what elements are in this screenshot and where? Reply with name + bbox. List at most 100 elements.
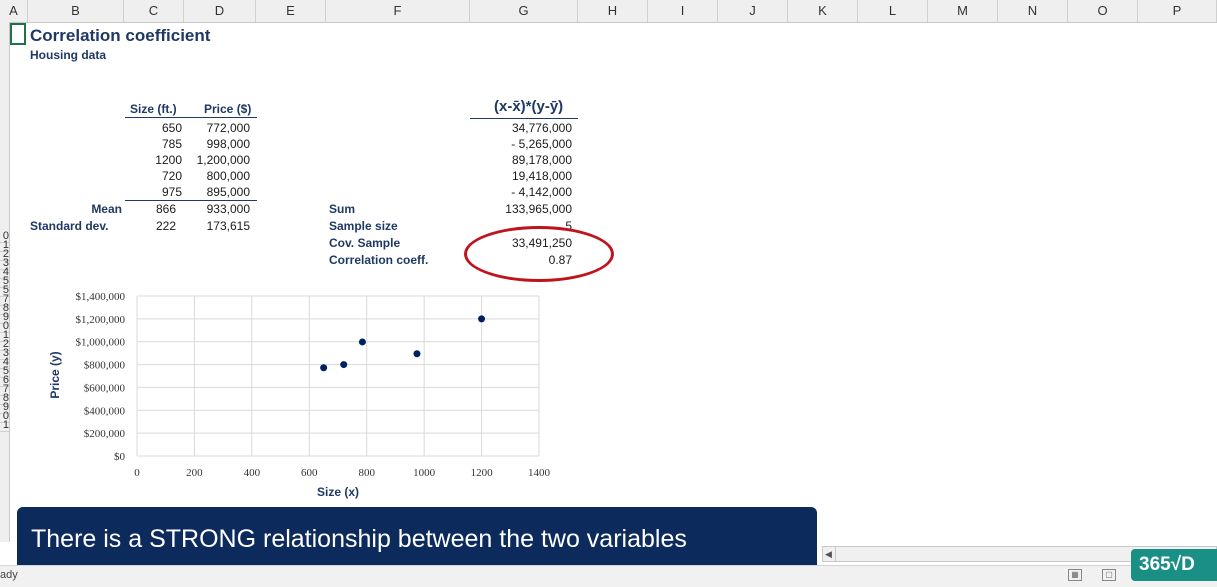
column-header-p[interactable]: P bbox=[1138, 0, 1217, 22]
row-header[interactable]: 3 bbox=[0, 258, 9, 270]
product-cell[interactable]: 89,178,000 bbox=[511, 153, 572, 167]
size-cell[interactable]: 785 bbox=[161, 137, 182, 151]
column-header-h[interactable]: H bbox=[578, 0, 648, 22]
row-header[interactable]: 3 bbox=[0, 348, 9, 360]
column-header-g[interactable]: G bbox=[470, 0, 578, 22]
row-headers: 0 1 2 3 4 5 5 7 8 9 0 1 2 3 4 5 6 7 8 9 … bbox=[0, 22, 10, 542]
normal-view-icon[interactable]: ▦ bbox=[1068, 569, 1082, 581]
x-tick-label: 1000 bbox=[413, 467, 436, 479]
y-tick-label: $1,000,000 bbox=[76, 337, 126, 349]
size-cell[interactable]: 650 bbox=[161, 121, 182, 135]
price-cell[interactable]: 1,200,000 bbox=[196, 153, 250, 167]
column-header-k[interactable]: K bbox=[788, 0, 858, 22]
x-axis-ticks: 0 200 400 600 800 1000 1200 1400 bbox=[134, 467, 550, 479]
stdev-label: Standard dev. bbox=[30, 219, 109, 233]
row-header[interactable]: 8 bbox=[0, 393, 9, 405]
column-header-l[interactable]: L bbox=[858, 0, 928, 22]
scatter-chart[interactable]: $0 $200,000 $400,000 $600,000 $800,000 $1,000… bbox=[30, 285, 570, 505]
stdev-price[interactable]: 173,615 bbox=[206, 219, 250, 233]
row-header[interactable]: 4 bbox=[0, 357, 9, 369]
row-header[interactable]: 0 bbox=[0, 321, 9, 333]
data-point[interactable] bbox=[358, 338, 366, 346]
sheet-subtitle: Housing data bbox=[30, 48, 107, 62]
row-header[interactable]: 0 bbox=[0, 411, 9, 423]
y-tick-label: $0 bbox=[114, 451, 126, 463]
column-header-c[interactable]: C bbox=[124, 0, 184, 22]
price-cell[interactable]: 998,000 bbox=[206, 137, 250, 151]
product-cell[interactable]: 34,776,000 bbox=[511, 121, 572, 135]
size-cell[interactable]: 1200 bbox=[155, 153, 182, 167]
price-cell[interactable]: 772,000 bbox=[206, 121, 250, 135]
scroll-left-icon[interactable]: ◀ bbox=[822, 546, 836, 562]
y-tick-label: $800,000 bbox=[84, 360, 126, 372]
row-header[interactable]: 4 bbox=[0, 267, 9, 279]
row-header[interactable]: 7 bbox=[0, 294, 9, 306]
row-header[interactable]: 5 bbox=[0, 285, 9, 297]
row-header[interactable]: 6 bbox=[0, 375, 9, 387]
row-header[interactable]: 8 bbox=[0, 303, 9, 315]
cov-sample-label: Cov. Sample bbox=[329, 236, 401, 250]
y-tick-label: $1,400,000 bbox=[76, 291, 126, 303]
page-layout-icon[interactable]: ▢ bbox=[1102, 569, 1116, 581]
column-header-o[interactable]: O bbox=[1068, 0, 1138, 22]
price-cell[interactable]: 895,000 bbox=[206, 185, 250, 199]
column-header-a[interactable]: A bbox=[0, 0, 28, 22]
selected-cell[interactable] bbox=[10, 23, 26, 45]
product-cell[interactable]: - 4,142,000 bbox=[511, 185, 572, 199]
row-header[interactable]: 1 bbox=[0, 240, 9, 252]
mean-size[interactable]: 866 bbox=[155, 202, 176, 216]
column-header-n[interactable]: N bbox=[998, 0, 1068, 22]
stdev-size[interactable]: 222 bbox=[155, 219, 176, 233]
row-header[interactable]: 9 bbox=[0, 402, 9, 414]
column-header-b[interactable]: B bbox=[28, 0, 124, 22]
size-cell[interactable]: 720 bbox=[161, 169, 182, 183]
row-header[interactable]: 9 bbox=[0, 312, 9, 324]
sample-size-label: Sample size bbox=[329, 219, 398, 233]
mean-price[interactable]: 933,000 bbox=[206, 202, 250, 216]
data-point[interactable] bbox=[320, 364, 328, 372]
product-header-underline bbox=[470, 118, 578, 119]
data-point[interactable] bbox=[340, 361, 348, 369]
sheet-title: Correlation coefficient bbox=[30, 26, 211, 45]
x-tick-label: 600 bbox=[301, 467, 318, 479]
row-header[interactable]: 7 bbox=[0, 384, 9, 396]
x-tick-label: 1200 bbox=[471, 467, 494, 479]
x-axis-label: Size (x) bbox=[317, 485, 359, 499]
correlation-label: Correlation coeff. bbox=[329, 253, 429, 267]
row-header[interactable]: 2 bbox=[0, 339, 9, 351]
highlight-circle bbox=[464, 226, 614, 282]
row-header[interactable]: 5 bbox=[0, 276, 9, 288]
header-underline bbox=[125, 117, 257, 118]
data-point[interactable] bbox=[478, 315, 486, 323]
price-cell[interactable]: 800,000 bbox=[206, 169, 250, 183]
column-header-i[interactable]: I bbox=[648, 0, 718, 22]
status-text: ady bbox=[0, 569, 18, 581]
column-header-d[interactable]: D bbox=[184, 0, 256, 22]
sample-size-value[interactable]: 5 bbox=[565, 219, 572, 233]
product-cell[interactable]: - 5,265,000 bbox=[511, 137, 572, 151]
x-tick-label: 400 bbox=[244, 467, 261, 479]
x-tick-label: 0 bbox=[134, 467, 140, 479]
data-underline bbox=[125, 200, 257, 201]
row-header[interactable]: 2 bbox=[0, 249, 9, 261]
sum-label: Sum bbox=[329, 202, 356, 216]
size-cell[interactable]: 975 bbox=[161, 185, 182, 199]
product-header: (x-x̄)*(y-ȳ) bbox=[494, 98, 564, 115]
column-header-e[interactable]: E bbox=[256, 0, 326, 22]
row-header[interactable]: 1 bbox=[0, 420, 9, 432]
chart-grid bbox=[136, 295, 540, 457]
y-axis-label: Price (y) bbox=[48, 351, 62, 398]
row-header[interactable]: 5 bbox=[0, 366, 9, 378]
caption-banner: There is a STRONG relationship between t… bbox=[17, 507, 817, 572]
column-header-j[interactable]: J bbox=[718, 0, 788, 22]
data-point[interactable] bbox=[413, 350, 421, 358]
sum-value[interactable]: 133,965,000 bbox=[505, 202, 572, 216]
brand-logo: 365√D bbox=[1131, 549, 1217, 581]
row-header[interactable]: 0 bbox=[0, 231, 9, 243]
column-header-f[interactable]: F bbox=[326, 0, 470, 22]
y-tick-label: $400,000 bbox=[84, 405, 126, 417]
product-cell[interactable]: 19,418,000 bbox=[511, 169, 572, 183]
x-tick-label: 800 bbox=[358, 467, 375, 479]
column-header-m[interactable]: M bbox=[928, 0, 998, 22]
row-header[interactable]: 1 bbox=[0, 330, 9, 342]
